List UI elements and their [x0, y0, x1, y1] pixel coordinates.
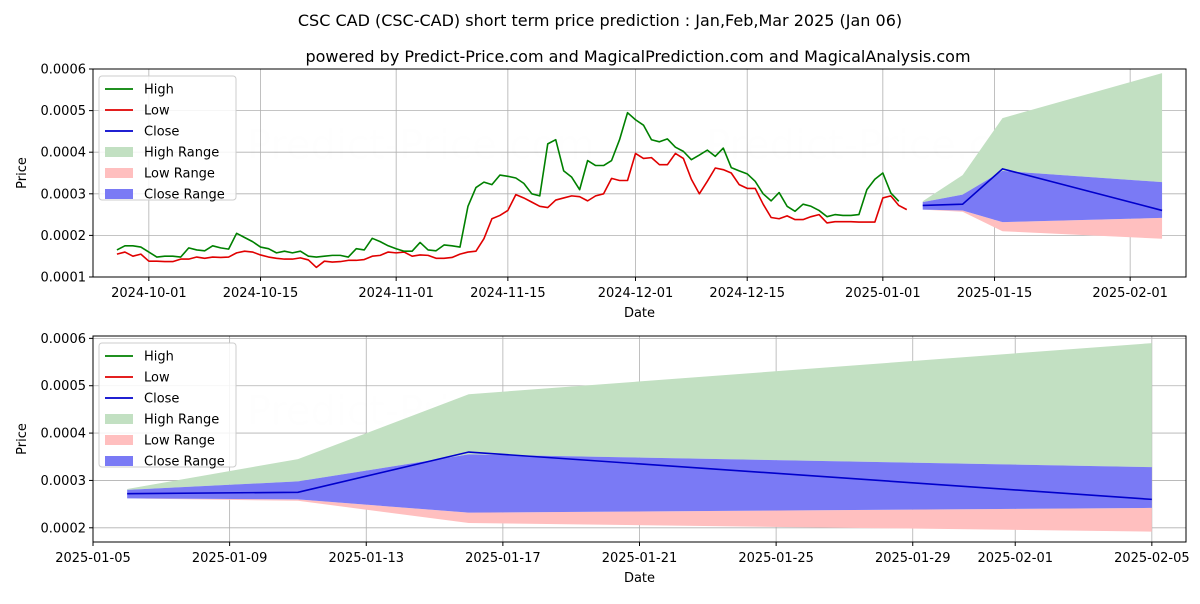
legend-label: Low Range	[144, 167, 215, 182]
x-tick-label: 2025-02-01	[1092, 286, 1168, 301]
close-series-line	[127, 451, 1152, 501]
y-tick-label: 0.0002	[41, 521, 87, 536]
x-tick-label: 2025-01-29	[875, 551, 951, 566]
x-tick-label: 2025-01-05	[55, 551, 131, 566]
high-series-line	[116, 111, 900, 258]
y-tick-label: 0.0003	[41, 187, 87, 202]
low-range-band	[127, 498, 1152, 532]
legend-box	[98, 342, 237, 468]
legend-box	[98, 75, 237, 201]
axes-frame	[92, 68, 1187, 278]
legend-label: High	[144, 350, 174, 365]
y-tick-label: 0.0003	[41, 474, 87, 489]
plot-panel-bottom: Predict-Price.comPredict-Price.com2025-0…	[15, 332, 1190, 586]
x-tick-label: 2025-01-09	[192, 551, 268, 566]
y-tick-label: 0.0004	[41, 146, 87, 161]
low-range-band	[922, 209, 1163, 239]
y-tick-label: 0.0006	[41, 332, 87, 347]
x-tick-label: 2024-12-01	[598, 286, 674, 301]
y-tick-label: 0.0005	[41, 104, 87, 119]
y-tick-label: 0.0006	[41, 63, 87, 78]
legend-patch-swatch	[105, 414, 133, 424]
legend-label: Close Range	[144, 188, 225, 203]
x-tick-label: 2025-01-15	[957, 286, 1033, 301]
x-tick-label: 2024-11-01	[358, 286, 434, 301]
x-axis-label: Date	[624, 306, 655, 321]
legend-label: High Range	[144, 413, 219, 428]
x-tick-label: 2025-01-21	[602, 551, 678, 566]
legend-patch-swatch	[105, 168, 133, 178]
close-range-band	[127, 454, 1152, 513]
legend: High Low Close High Range Low Range Close Ran…	[98, 342, 237, 470]
x-tick-label: 2025-01-01	[845, 286, 921, 301]
legend-label: Low	[144, 104, 170, 119]
x-tick-label: 2025-02-05	[1114, 551, 1190, 566]
x-tick-label: 2025-01-13	[328, 551, 404, 566]
chart-title: CSC CAD (CSC-CAD) short term price predi…	[298, 11, 902, 30]
y-axis-label: Price	[15, 423, 30, 455]
low-series-line	[116, 152, 908, 269]
legend-label: High	[144, 83, 174, 98]
legend-label: High Range	[144, 146, 219, 161]
close-range-band	[922, 170, 1163, 223]
legend-patch-swatch	[105, 147, 133, 157]
legend-patch-swatch	[105, 435, 133, 445]
high-range-band	[922, 73, 1163, 203]
legend-label: Low	[144, 371, 170, 386]
y-axis-label: Price	[15, 157, 30, 189]
y-tick-label: 0.0001	[41, 271, 87, 286]
x-tick-label: 2024-11-15	[470, 286, 546, 301]
y-tick-label: 0.0002	[41, 229, 87, 244]
high-range-band	[127, 343, 1152, 490]
x-axis-label: Date	[624, 571, 655, 586]
x-tick-label: 2025-02-01	[977, 551, 1053, 566]
chart-subtitle: powered by Predict-Price.com and Magical…	[305, 47, 970, 66]
plot-panel-top: Predict-Price.com Predict-Price.com2024-1…	[15, 63, 1187, 321]
legend: High Low Close High Range Low Range Close Ran…	[98, 75, 237, 203]
x-tick-label: 2024-12-15	[709, 286, 785, 301]
legend-label: Close Range	[144, 455, 225, 470]
legend-patch-swatch	[105, 456, 133, 466]
watermark-text: Predict-Price.com	[247, 122, 595, 168]
legend-label: Close	[144, 125, 179, 140]
y-tick-label: 0.0004	[41, 427, 87, 442]
close-series-line	[922, 167, 1163, 212]
x-tick-label: 2025-01-25	[738, 551, 814, 566]
legend-label: Close	[144, 392, 179, 407]
x-tick-label: 2025-01-17	[465, 551, 541, 566]
x-tick-label: 2024-10-01	[111, 286, 187, 301]
x-tick-label: 2024-10-15	[223, 286, 299, 301]
legend-label: Low Range	[144, 434, 215, 449]
y-tick-label: 0.0005	[41, 379, 87, 394]
legend-patch-swatch	[105, 189, 133, 199]
